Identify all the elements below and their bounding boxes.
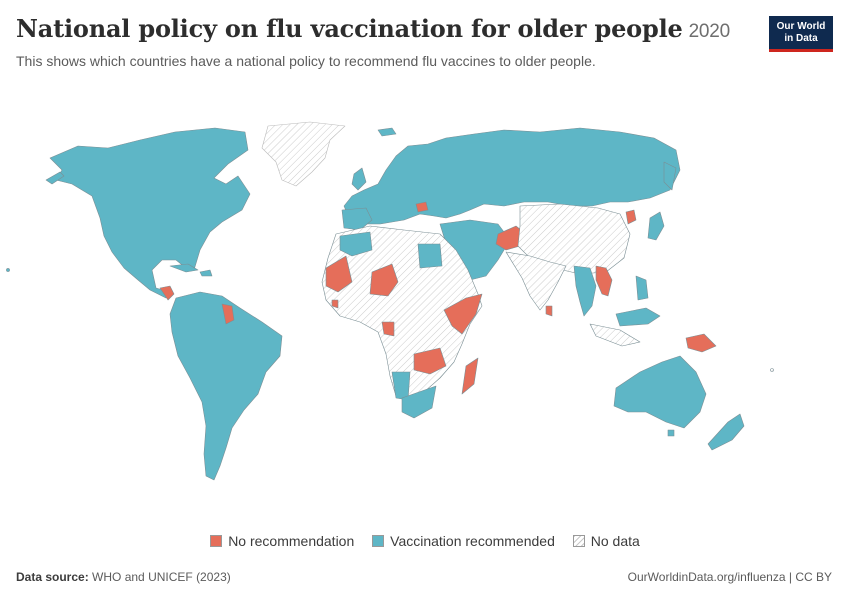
data-source: Data source: WHO and UNICEF (2023)	[16, 570, 231, 584]
data-source-value: WHO and UNICEF (2023)	[92, 570, 231, 584]
logo-line-1: Our World	[776, 21, 826, 32]
region-pacific-island[interactable]	[770, 368, 774, 372]
region-madagascar-norec[interactable]	[461, 357, 479, 395]
legend-swatch-no-data	[572, 535, 585, 547]
region-japan[interactable]	[647, 211, 665, 241]
region-central-america-norec[interactable]	[159, 285, 175, 301]
region-png-norec[interactable]	[685, 333, 717, 353]
region-new-zealand[interactable]	[707, 413, 745, 451]
region-south-africa-rec[interactable]	[401, 385, 437, 419]
region-thailand[interactable]	[573, 265, 597, 317]
region-horn-africa-norec[interactable]	[443, 293, 483, 335]
legend-item-no-data[interactable]: No data	[572, 533, 640, 549]
region-russia-east[interactable]	[663, 161, 677, 191]
region-romania-norec[interactable]	[415, 201, 429, 213]
region-indonesia-west[interactable]	[589, 323, 641, 347]
region-tasmania[interactable]	[667, 429, 675, 437]
region-sierra-leone-norec[interactable]	[331, 299, 339, 309]
region-srilanka-norec[interactable]	[545, 305, 553, 317]
region-australia[interactable]	[613, 355, 707, 429]
legend-swatch-vaccination-recommended	[372, 535, 385, 547]
region-mauritania-norec[interactable]	[325, 255, 353, 293]
region-north-america[interactable]	[49, 127, 251, 299]
region-india-nodata[interactable]	[505, 251, 567, 311]
world-map	[6, 121, 774, 481]
region-north-korea-norec[interactable]	[625, 209, 637, 225]
chart-subtitle: This shows which countries have a nation…	[16, 53, 596, 69]
region-south-america[interactable]	[169, 291, 283, 481]
region-iberia[interactable]	[341, 207, 373, 231]
region-uk[interactable]	[351, 167, 367, 191]
logo-line-2: in Data	[784, 33, 818, 44]
region-central-africa-norec[interactable]	[413, 347, 447, 375]
legend-label-vaccination-recommended: Vaccination recommended	[390, 533, 555, 549]
owid-logo[interactable]: Our World in Data	[769, 16, 833, 52]
region-vietnam-norec[interactable]	[595, 265, 613, 297]
region-guyana-norec[interactable]	[221, 303, 235, 325]
region-congo-norec[interactable]	[381, 321, 395, 337]
data-source-label: Data source:	[16, 570, 89, 584]
region-aleutians[interactable]	[45, 171, 65, 185]
region-philippines[interactable]	[635, 275, 649, 301]
legend-item-no-recommendation[interactable]: No recommendation	[210, 533, 354, 549]
legend: No recommendation Vaccination recommende…	[0, 533, 850, 550]
region-iceland[interactable]	[377, 127, 397, 137]
region-egypt-rec[interactable]	[417, 243, 443, 269]
region-indonesia[interactable]	[615, 307, 661, 327]
legend-label-no-recommendation: No recommendation	[228, 533, 355, 549]
legend-item-vaccination-recommended[interactable]: Vaccination recommended	[372, 533, 555, 549]
region-namibia-rec[interactable]	[391, 371, 411, 401]
region-greenland[interactable]	[261, 121, 346, 187]
region-hispaniola[interactable]	[199, 269, 213, 277]
region-niger-norec[interactable]	[369, 263, 399, 297]
chart-title: National policy on flu vaccination for o…	[16, 14, 730, 43]
footer-url[interactable]: OurWorldinData.org/influenza | CC BY	[627, 570, 832, 584]
region-hawaii[interactable]	[6, 268, 10, 272]
region-north-africa-rec[interactable]	[339, 231, 373, 257]
legend-label-no-data: No data	[590, 533, 640, 549]
region-europe-russia[interactable]	[343, 127, 681, 225]
legend-swatch-no-recommendation	[210, 535, 223, 547]
region-cuba[interactable]	[169, 263, 199, 273]
title-text: National policy on flu vaccination for o…	[16, 14, 683, 43]
title-year: 2020	[688, 21, 731, 42]
